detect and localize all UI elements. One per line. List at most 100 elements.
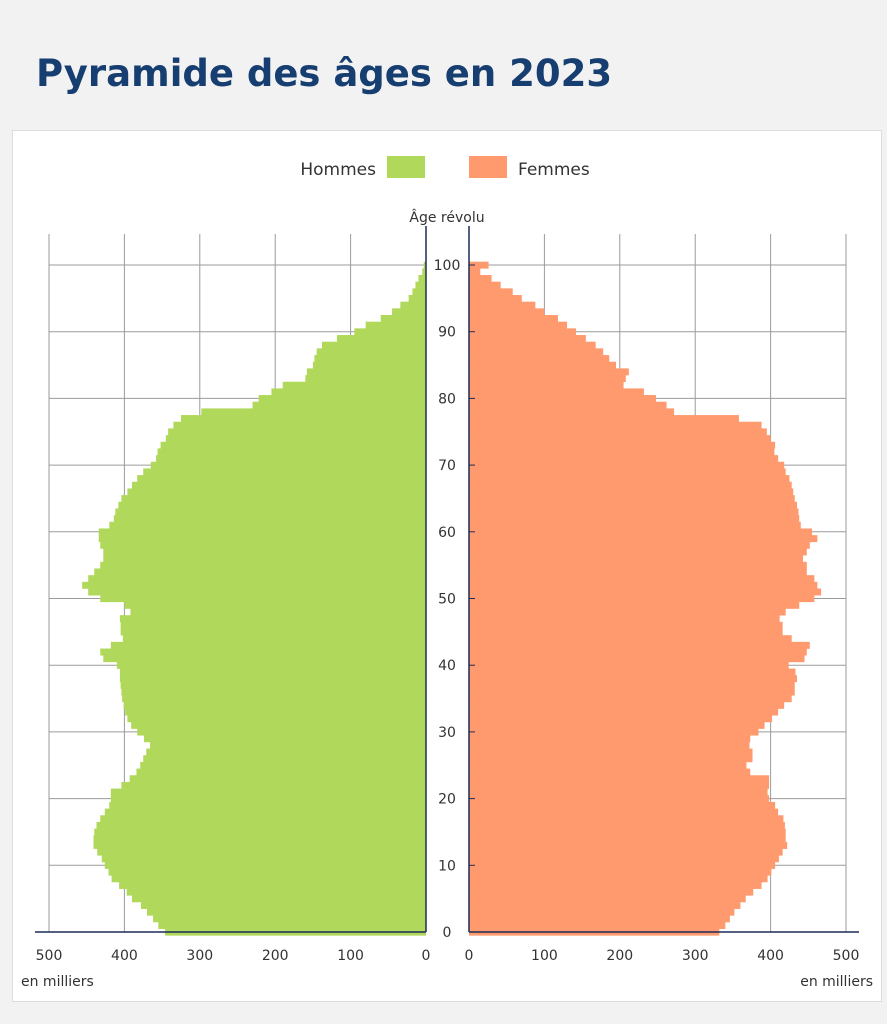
bar-femmes <box>469 381 624 389</box>
x-tick-label-right: 0 <box>465 948 474 964</box>
bar-hommes <box>103 548 427 556</box>
bar-hommes <box>122 635 426 643</box>
bars-femmes <box>469 261 822 936</box>
bar-hommes <box>258 395 426 403</box>
bar-femmes <box>469 875 768 883</box>
bar-femmes <box>469 701 785 709</box>
bar-hommes <box>380 315 426 322</box>
bar-femmes <box>469 261 489 269</box>
bar-femmes <box>469 888 754 896</box>
bar-hommes <box>271 388 426 396</box>
bar-femmes <box>469 361 617 369</box>
bar-hommes <box>121 495 426 503</box>
age-tick-label: 90 <box>438 325 456 341</box>
bar-femmes <box>469 388 644 396</box>
bar-femmes <box>469 795 770 803</box>
legend-swatch-hommes <box>387 156 425 178</box>
bar-femmes <box>469 495 795 503</box>
x-tick-label-left: 500 <box>36 948 63 964</box>
bar-femmes <box>469 461 785 469</box>
bar-femmes <box>469 748 753 756</box>
bar-hommes <box>124 601 427 609</box>
chart-card: Hommes Femmes Âge révolu 500 400 300 200 100… <box>12 130 882 1002</box>
bar-femmes <box>469 448 775 456</box>
bar-hommes <box>103 655 427 663</box>
chart-legend: Hommes Femmes <box>300 156 590 180</box>
bar-femmes <box>469 515 800 523</box>
bar-hommes <box>127 715 426 723</box>
bar-hommes <box>305 375 426 383</box>
bar-hommes <box>415 281 426 289</box>
bar-femmes <box>469 648 807 656</box>
bar-hommes <box>129 775 426 783</box>
bar-femmes <box>469 781 770 789</box>
bar-hommes <box>94 828 427 836</box>
bar-hommes <box>100 561 426 569</box>
bar-hommes <box>120 628 426 636</box>
bar-femmes <box>469 315 558 322</box>
bar-hommes <box>158 921 426 929</box>
bar-hommes <box>153 915 426 923</box>
bar-femmes <box>469 341 596 349</box>
bar-hommes <box>119 615 426 623</box>
bar-hommes <box>201 408 426 416</box>
bar-hommes <box>93 841 427 849</box>
bar-hommes <box>104 808 427 816</box>
bar-femmes <box>469 408 675 416</box>
bar-hommes <box>312 361 426 369</box>
bar-hommes <box>126 888 427 896</box>
bar-femmes <box>469 775 770 783</box>
bar-femmes <box>469 621 783 629</box>
bar-femmes <box>469 668 796 676</box>
bar-hommes <box>122 695 426 703</box>
bars-hommes <box>82 261 427 936</box>
bar-hommes <box>121 688 426 696</box>
bar-hommes <box>119 881 426 889</box>
bar-femmes <box>469 301 536 309</box>
bar-femmes <box>469 415 739 423</box>
bar-femmes <box>469 821 785 829</box>
bar-femmes <box>469 708 779 716</box>
bar-femmes <box>469 441 776 449</box>
bar-hommes <box>113 515 427 523</box>
bar-hommes <box>282 381 426 389</box>
bar-hommes <box>111 875 426 883</box>
bar-femmes <box>469 308 545 316</box>
bar-femmes <box>469 868 772 876</box>
bar-femmes <box>469 435 771 443</box>
bar-hommes <box>130 608 426 616</box>
tick-labels: 500 400 300 200 100 0 0 100 200 300 400 50001020304… <box>36 258 860 964</box>
bar-femmes <box>469 908 735 916</box>
bar-femmes <box>469 835 786 843</box>
bar-femmes <box>469 521 801 529</box>
bar-hommes <box>98 535 426 543</box>
bar-femmes <box>469 768 751 776</box>
x-tick-label-left: 400 <box>111 948 138 964</box>
bar-femmes <box>469 455 779 463</box>
bar-hommes <box>392 308 426 316</box>
x-tick-label-right: 200 <box>606 948 633 964</box>
bar-femmes <box>469 601 800 609</box>
bar-hommes <box>150 461 427 469</box>
bar-hommes <box>160 441 427 449</box>
age-tick-label: 70 <box>438 458 456 474</box>
unit-label-left: en milliers <box>21 974 94 990</box>
bar-hommes <box>146 748 427 756</box>
bar-hommes <box>104 861 427 869</box>
bar-femmes <box>469 575 815 583</box>
bar-femmes <box>469 628 783 636</box>
x-tick-label-right: 500 <box>833 948 860 964</box>
bar-femmes <box>469 335 586 343</box>
bar-hommes <box>137 728 426 736</box>
bar-hommes <box>100 815 426 823</box>
bar-hommes <box>137 475 426 483</box>
bar-femmes <box>469 528 813 536</box>
unit-label-right: en milliers <box>800 974 873 990</box>
bar-hommes <box>131 721 426 729</box>
bar-femmes <box>469 555 804 563</box>
bar-hommes <box>116 661 427 669</box>
bar-femmes <box>469 508 799 516</box>
bar-femmes <box>469 541 810 549</box>
bar-femmes <box>469 475 790 483</box>
bar-femmes <box>469 548 807 556</box>
